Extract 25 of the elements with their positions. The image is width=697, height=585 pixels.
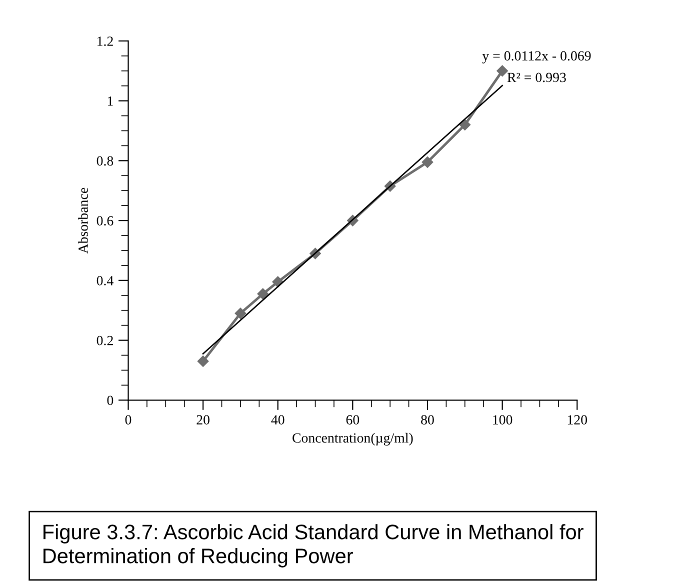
x-tick-label: 0 [125,415,132,424]
x-axis-title: Concentration(µg/ml) [292,432,413,446]
y-tick-label: 0.4 [96,276,114,286]
x-tick-label: 80 [421,415,434,424]
x-tick-label: 100 [493,415,512,424]
x-tick-label: 20 [196,415,210,424]
annotation: R² = 0.993 [507,72,566,82]
point [257,288,269,300]
y-tick-label: 0 [107,396,114,406]
y-tick-label: 1 [108,96,113,106]
x-tick-label: 60 [346,415,360,424]
y-axis-title: Absorbance [78,188,88,254]
point [496,65,508,76]
annotation: y = 0.0112x - 0.069 [482,51,591,64]
y-tick-label: 0.2 [96,336,113,346]
y-tick-label: 0.8 [96,156,114,166]
point [422,156,434,168]
point [234,308,246,319]
y-tick-label: 0.6 [96,216,114,226]
x-tick-label: 120 [568,415,588,424]
y-tick-label: 1.2 [98,36,113,46]
x-tick-label: 40 [271,415,284,424]
point [197,356,209,367]
caption: Figure 3.3.7: Ascorbic Acid Standard Curve in Methanol for Determination of Reducing Power [44,524,584,568]
point [459,119,471,130]
